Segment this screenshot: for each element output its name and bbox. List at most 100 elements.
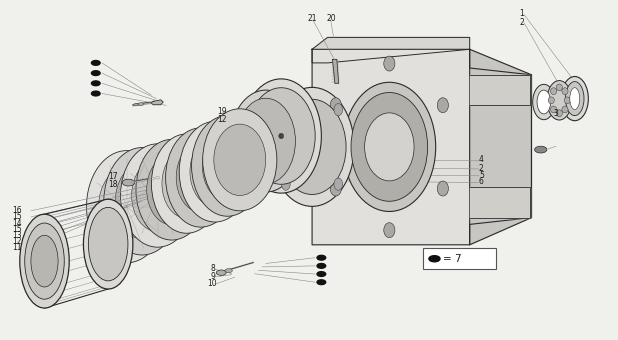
Ellipse shape [562,106,568,113]
Text: 13: 13 [12,231,22,240]
Ellipse shape [384,56,395,71]
Ellipse shape [133,104,138,106]
Circle shape [91,91,100,96]
Text: 15: 15 [12,212,22,221]
Polygon shape [470,187,530,218]
Text: 12: 12 [218,115,227,123]
Circle shape [91,81,100,86]
Polygon shape [470,75,530,105]
Ellipse shape [176,143,226,212]
Ellipse shape [121,144,195,247]
Polygon shape [312,49,531,245]
Ellipse shape [31,235,58,287]
Ellipse shape [351,92,428,201]
Ellipse shape [214,124,266,196]
Ellipse shape [551,106,557,113]
Ellipse shape [330,98,341,113]
Text: 2: 2 [519,18,524,27]
Text: 17: 17 [108,172,118,181]
Ellipse shape [151,134,222,233]
Ellipse shape [83,199,133,289]
Ellipse shape [203,109,277,211]
Ellipse shape [230,90,302,192]
Ellipse shape [547,81,572,120]
Text: 15: 15 [12,225,22,234]
Ellipse shape [247,88,315,184]
Ellipse shape [116,164,169,239]
Ellipse shape [365,113,414,181]
Ellipse shape [190,136,240,207]
Ellipse shape [225,269,232,273]
Ellipse shape [166,128,236,227]
Circle shape [91,71,100,75]
Text: 21: 21 [308,14,317,23]
Ellipse shape [279,133,284,139]
Ellipse shape [138,103,144,105]
Ellipse shape [537,90,551,114]
Text: 6: 6 [479,177,484,186]
Ellipse shape [533,84,555,120]
Ellipse shape [282,103,290,116]
Ellipse shape [334,103,342,116]
Ellipse shape [548,97,554,104]
Ellipse shape [20,214,69,308]
Ellipse shape [562,88,568,95]
Text: 18: 18 [108,180,117,189]
Ellipse shape [561,76,588,121]
Ellipse shape [236,98,295,184]
Ellipse shape [564,97,570,104]
Ellipse shape [136,139,208,240]
Ellipse shape [535,146,547,153]
Ellipse shape [551,88,557,95]
Text: 8: 8 [210,264,215,273]
Ellipse shape [565,82,584,116]
Text: 5: 5 [479,171,484,180]
Ellipse shape [104,148,180,255]
Ellipse shape [282,178,290,190]
Text: 10: 10 [207,279,217,288]
Ellipse shape [278,99,346,194]
Ellipse shape [241,79,321,193]
Ellipse shape [132,159,184,232]
Text: 19: 19 [218,107,227,116]
Polygon shape [332,59,339,83]
Polygon shape [151,100,163,105]
Text: 11: 11 [12,243,22,252]
Ellipse shape [179,121,251,222]
Ellipse shape [122,179,135,186]
Bar [423,248,496,269]
Ellipse shape [334,178,342,190]
Ellipse shape [25,223,64,299]
Ellipse shape [556,110,562,117]
Text: 14: 14 [12,219,22,227]
Text: 2: 2 [479,164,484,173]
Ellipse shape [216,270,226,275]
Polygon shape [312,37,470,63]
Circle shape [317,272,326,276]
Ellipse shape [384,223,395,238]
Ellipse shape [570,88,580,109]
Ellipse shape [438,181,449,196]
Circle shape [317,280,326,285]
Text: 4: 4 [479,155,484,164]
Text: 9: 9 [210,272,215,280]
Ellipse shape [330,181,341,196]
Text: 3: 3 [553,109,558,118]
Ellipse shape [438,98,449,113]
Ellipse shape [87,151,167,263]
Ellipse shape [270,87,354,206]
Text: = 7: = 7 [443,254,462,264]
Circle shape [91,61,100,65]
Circle shape [429,256,440,262]
Ellipse shape [88,207,128,281]
Ellipse shape [343,82,436,211]
Text: 16: 16 [12,206,22,215]
Circle shape [317,264,326,268]
Ellipse shape [556,84,562,91]
Polygon shape [470,49,531,245]
Ellipse shape [202,131,253,201]
Text: 20: 20 [326,14,336,23]
Ellipse shape [162,149,211,218]
Text: 12: 12 [12,237,22,246]
Ellipse shape [99,167,154,246]
